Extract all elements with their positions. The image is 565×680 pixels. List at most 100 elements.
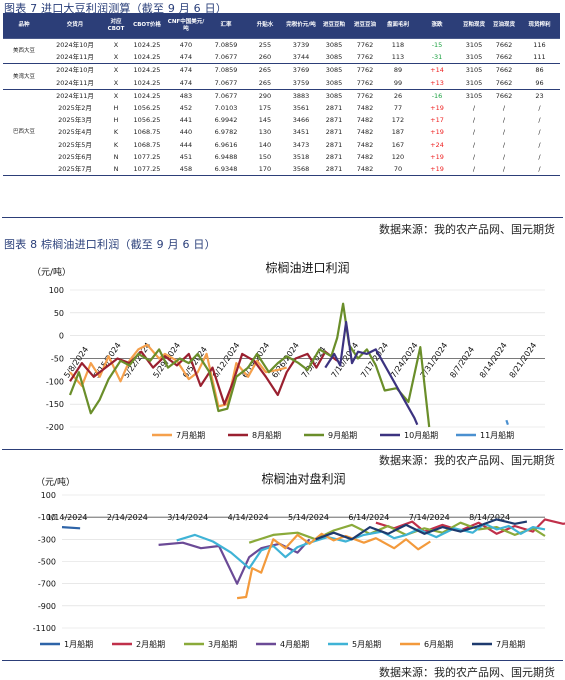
table-cell: 2871 — [319, 162, 349, 177]
table-cell: 3739 — [283, 38, 319, 52]
table-cell: / — [472, 140, 476, 149]
table-cell: 3561 — [292, 104, 310, 113]
table-cell: 7.0677 — [205, 76, 247, 90]
table-cell: / — [472, 152, 476, 161]
table-cell: / — [459, 162, 489, 177]
table-cell: 2025年2月 — [58, 104, 92, 113]
table-cell: X — [105, 63, 127, 77]
table-cell: H — [113, 116, 119, 125]
table-cell: 167 — [391, 140, 405, 149]
table-cell: -31 — [415, 51, 459, 65]
table-cell: 3085 — [319, 38, 349, 52]
table-cell: 130 — [258, 128, 272, 137]
y-tick-label: 100 — [49, 286, 64, 295]
variety-cell: 巴西大豆 — [3, 88, 45, 177]
table-cell: 3466 — [292, 116, 310, 125]
table-cell: K — [113, 140, 119, 149]
series-line — [68, 302, 431, 428]
table-cell: 1024.25 — [127, 38, 167, 52]
table-cell: 474 — [167, 76, 205, 90]
series-line — [375, 518, 565, 535]
legend-label: 1月船期 — [64, 639, 93, 649]
y-tick-label: -900 — [38, 602, 56, 611]
y-axis-label: （元/吨） — [32, 266, 71, 278]
table-cell: 483 — [167, 88, 205, 102]
table-row: 2025年3月 H 1056.25 441 6.9942 145 3466 2871 7482 1… — [3, 114, 560, 126]
column-header: 进豆豆油 — [349, 13, 381, 39]
table-row: 巴西大豆 2024年11月 X 1024.25 483 7.0677 290 3883 3085… — [3, 88, 560, 177]
table-cell: N — [113, 152, 119, 161]
table-cell: 2871 — [325, 152, 343, 161]
table-cell: 6.9942 — [214, 116, 238, 125]
table-cell: 3105 — [459, 38, 489, 52]
chart2-source: 数据来源：我的农产品网、国元期货 — [379, 666, 555, 679]
series-line — [324, 320, 419, 426]
table-cell: 6.9348 — [205, 162, 247, 177]
table-cell: 7482 — [356, 104, 374, 113]
table-cell: 175 — [258, 104, 272, 113]
table-cell: 1024.25 — [127, 76, 167, 90]
table-cell: 172 — [391, 116, 405, 125]
table-row: 2024年11月 X 1024.25 474 7.0677 265 3759 3085 7762… — [3, 76, 560, 90]
chart1-figure-label: 图表 8 棕榈油进口利润（截至 9 月 6 日） — [4, 238, 216, 251]
table-cell: 3473 — [292, 140, 310, 149]
table-cell: 1068.75 — [133, 128, 161, 137]
table-cell: 89 — [381, 63, 415, 77]
table-cell: 7.0677 — [205, 88, 247, 102]
table-row: 2025年2月 H 1056.25 452 7.0103 175 3561 2871 7482 7… — [3, 102, 560, 114]
y-tick-label: -500 — [38, 558, 56, 567]
column-header: 完税价元/吨 — [283, 13, 319, 39]
legend-label: 2月船期 — [136, 639, 165, 649]
legend-label: 3月船期 — [208, 639, 237, 649]
table-cell: -15 — [415, 38, 459, 52]
column-header: 盘面毛利 — [381, 13, 415, 39]
table-cell: 7762 — [349, 38, 381, 52]
table-cell: 145 — [258, 116, 272, 125]
column-header: 豆油现货 — [489, 13, 519, 39]
table-cell: 1024.25 — [127, 63, 167, 77]
table-cell: 2025年6月 — [58, 152, 92, 161]
series-line — [158, 538, 311, 585]
table-cell: 440 — [179, 128, 193, 137]
table-cell: 452 — [179, 104, 193, 113]
table-cell: 2025年7月 — [45, 162, 105, 177]
table-cell: 260 — [247, 51, 283, 65]
table-cell: +19 — [430, 152, 444, 161]
table-cell: / — [538, 152, 541, 161]
table-cell: 7662 — [489, 63, 519, 77]
table-cell: 7662 — [489, 76, 519, 90]
table-cell: 2871 — [325, 128, 343, 137]
table-cell: 2025年5月 — [58, 140, 92, 149]
table-cell: / — [538, 116, 541, 125]
table-cell: 7662 — [489, 38, 519, 52]
y-tick-label: -1100 — [33, 624, 56, 633]
chart-title: 棕榈油对盘利润 — [261, 471, 345, 486]
column-header: 进豆豆粕 — [319, 13, 349, 39]
table-cell: +19 — [430, 128, 444, 137]
table-cell: 1056.25 — [133, 104, 161, 113]
variety-cell: 美湾大豆 — [3, 63, 45, 90]
table-cell: N — [105, 162, 127, 177]
table-cell: 7482 — [356, 116, 374, 125]
table-cell: 2024年11月 — [45, 51, 105, 65]
chart1-source: 数据来源：我的农产品网、国元期货 — [379, 454, 555, 467]
table-cell: / — [472, 128, 476, 137]
table-cell: 3451 — [292, 128, 310, 137]
chart2-bottom-rule — [2, 660, 563, 661]
table-cell: / — [538, 104, 541, 113]
table-title: 图表 7 进口大豆利润测算（截至 9 月 6 日） — [4, 2, 227, 15]
table-cell: +13 — [415, 76, 459, 90]
chart1-bottom-rule — [2, 449, 563, 450]
table-cell: 3759 — [283, 76, 319, 90]
series-line — [505, 419, 509, 426]
table-cell: 120 — [391, 152, 405, 161]
table-cell: 3105 — [459, 51, 489, 65]
table-cell: 2024年10月 — [45, 63, 105, 77]
table-cell: 1068.75 — [133, 140, 161, 149]
series-line — [61, 526, 81, 530]
table-cell: 474 — [167, 51, 205, 65]
legend-label: 11月船期 — [480, 430, 514, 440]
legend-label: 9月船期 — [328, 430, 357, 440]
table-cell: 265 — [247, 76, 283, 90]
table-cell: 265 — [247, 63, 283, 77]
